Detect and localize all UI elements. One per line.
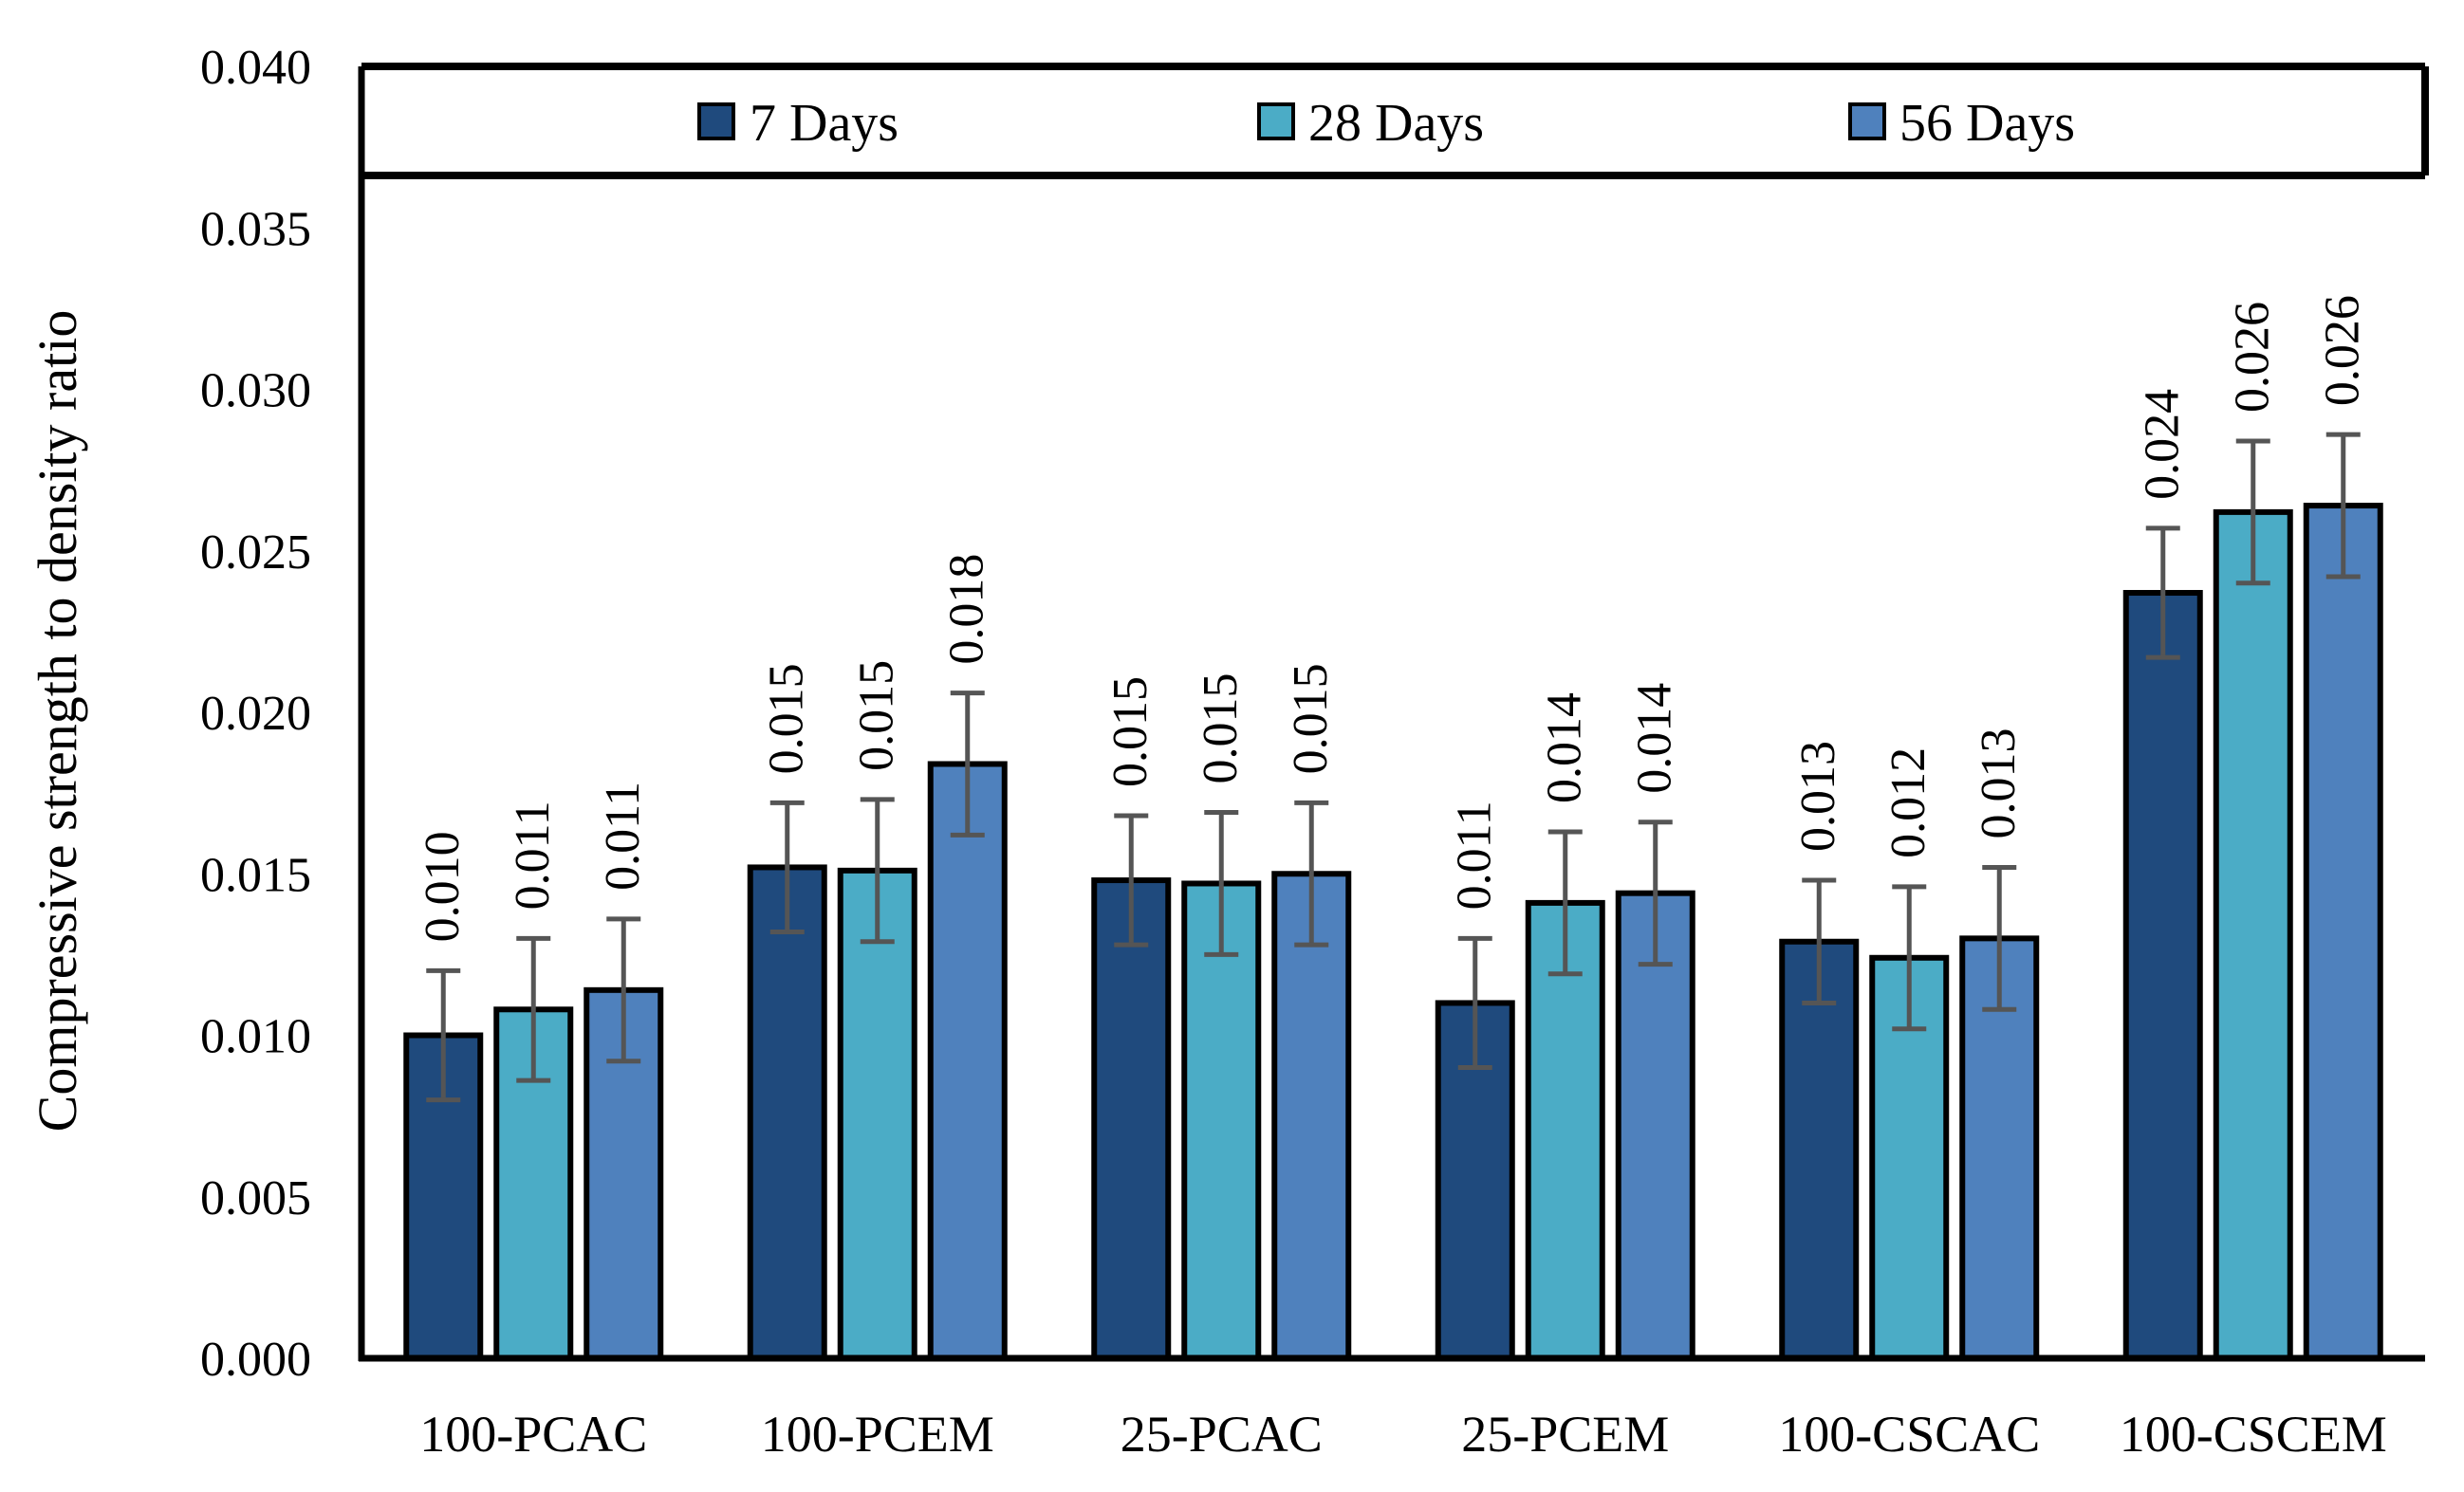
data-label: 0.015	[1103, 676, 1158, 787]
y-axis-ticks: 0.000 0.005 0.010 0.015 0.020 0.025 0.030 0.035…	[200, 41, 311, 1387]
bar	[2122, 590, 2203, 1361]
data-label: 0.014	[1628, 683, 1682, 794]
plot-frame	[358, 63, 2429, 1362]
data-label: 0.026	[2226, 302, 2280, 413]
y-tick-label: 0.035	[200, 202, 311, 256]
legend-swatch	[697, 102, 735, 140]
y-tick-label: 0.010	[200, 1010, 311, 1064]
data-label: 0.015	[760, 663, 814, 774]
legend: 7 Days 28 Days 56 Days	[697, 94, 2075, 153]
bar	[1525, 899, 1605, 1362]
data-label: 0.024	[2136, 389, 2190, 500]
data-label: 0.026	[2316, 295, 2370, 406]
bar	[747, 864, 827, 1361]
bar	[2303, 503, 2383, 1361]
y-tick-label: 0.020	[200, 687, 311, 741]
x-category-label: 100-PCAC	[419, 1406, 647, 1463]
bar	[1091, 877, 1172, 1361]
data-label: 0.011	[1448, 801, 1502, 910]
x-category-label: 25-PCEM	[1461, 1406, 1669, 1463]
y-axis-title: Compressive strength to density ratio	[27, 310, 88, 1133]
bar	[1271, 871, 1352, 1361]
y-tick-label: 0.025	[200, 525, 311, 580]
data-label: 0.012	[1881, 747, 1936, 858]
legend-swatch	[1848, 102, 1886, 140]
data-labels: 0.010 0.011 0.011 0.015 0.015 0.018 0.015 0.015…	[416, 295, 2370, 942]
x-category-label: 100-CSCEM	[2120, 1406, 2387, 1463]
x-category-label: 100-CSCAC	[1778, 1406, 2040, 1463]
data-label: 0.013	[1791, 741, 1845, 852]
y-tick-label: 0.030	[200, 364, 311, 418]
data-label: 0.013	[1972, 728, 2026, 838]
legend-label: 56 Days	[1899, 94, 2075, 153]
legend-label: 7 Days	[750, 94, 899, 153]
legend-label: 28 Days	[1308, 94, 1484, 153]
y-axis-title-layer: Compressive strength to density ratio	[27, 310, 88, 1133]
data-label: 0.015	[850, 660, 904, 771]
y-tick-label: 0.015	[200, 848, 311, 902]
data-label: 0.015	[1284, 663, 1338, 774]
y-tick-label: 0.040	[200, 41, 311, 95]
data-label: 0.015	[1194, 673, 1248, 784]
x-axis-categories: 100-PCAC 100-PCEM 25-PCAC 25-PCEM 100-CSCAC 1…	[419, 1406, 2387, 1463]
bar	[837, 867, 917, 1361]
bar	[927, 761, 1008, 1361]
bars	[403, 503, 2383, 1362]
data-label: 0.014	[1538, 692, 1592, 803]
x-category-label: 100-PCEM	[761, 1406, 994, 1463]
data-label: 0.018	[940, 554, 994, 665]
legend-swatch	[1257, 102, 1295, 140]
bar	[1779, 938, 1860, 1361]
x-category-label: 25-PCAC	[1121, 1406, 1323, 1463]
bar	[2213, 508, 2293, 1361]
data-label: 0.011	[506, 801, 560, 910]
data-label: 0.010	[416, 831, 470, 942]
error-bars	[426, 432, 2361, 1103]
y-tick-label: 0.000	[200, 1333, 311, 1387]
y-tick-label: 0.005	[200, 1171, 311, 1225]
data-label: 0.011	[596, 782, 650, 891]
